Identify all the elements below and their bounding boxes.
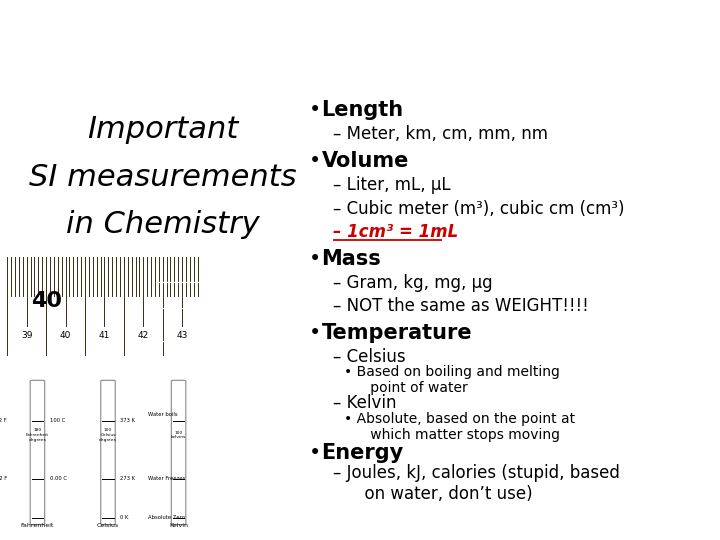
Text: 50: 50 bbox=[240, 336, 252, 347]
Text: – NOT the same as WEIGHT!!!!: – NOT the same as WEIGHT!!!! bbox=[333, 297, 588, 315]
Text: 100 C: 100 C bbox=[50, 418, 65, 423]
Text: Important: Important bbox=[87, 114, 238, 144]
FancyBboxPatch shape bbox=[171, 380, 186, 524]
Text: 32 F: 32 F bbox=[0, 476, 7, 481]
Text: Water boils: Water boils bbox=[148, 413, 178, 417]
Text: 40: 40 bbox=[30, 292, 62, 312]
Text: – Kelvin: – Kelvin bbox=[333, 394, 396, 412]
Text: – Celsius: – Celsius bbox=[333, 348, 405, 366]
Text: 39: 39 bbox=[21, 332, 32, 340]
FancyBboxPatch shape bbox=[101, 380, 115, 524]
Text: Energy: Energy bbox=[322, 443, 404, 463]
Text: 40: 40 bbox=[60, 332, 71, 340]
Text: 100
kelvins: 100 kelvins bbox=[171, 431, 186, 440]
Text: 60: 60 bbox=[240, 277, 252, 287]
Text: Absolute Zero: Absolute Zero bbox=[148, 515, 185, 520]
Text: – Gram, kg, mg, μg: – Gram, kg, mg, μg bbox=[333, 274, 492, 292]
Text: Water Freezes: Water Freezes bbox=[148, 476, 186, 481]
Text: • Based on boiling and melting
      point of water: • Based on boiling and melting point of … bbox=[344, 365, 559, 395]
Text: – Meter, km, cm, mm, nm: – Meter, km, cm, mm, nm bbox=[333, 125, 548, 143]
Text: 373 K: 373 K bbox=[120, 418, 135, 423]
Text: Fahrenheit: Fahrenheit bbox=[21, 523, 54, 528]
Text: 41: 41 bbox=[99, 332, 110, 340]
Text: 212 F: 212 F bbox=[0, 418, 7, 423]
Text: in Chemistry: in Chemistry bbox=[66, 210, 259, 239]
Text: Temperature: Temperature bbox=[322, 322, 472, 342]
Text: – Cubic meter (m³), cubic cm (cm³): – Cubic meter (m³), cubic cm (cm³) bbox=[333, 199, 624, 218]
Text: • Absolute, based on the point at
      which matter stops moving: • Absolute, based on the point at which … bbox=[344, 412, 575, 442]
Text: •: • bbox=[309, 443, 321, 463]
Text: – Liter, mL, μL: – Liter, mL, μL bbox=[333, 176, 450, 194]
Text: 0 K: 0 K bbox=[120, 515, 128, 520]
Text: Volume: Volume bbox=[322, 151, 409, 171]
Text: Length: Length bbox=[322, 100, 404, 120]
Text: – 1cm³ = 1mL: – 1cm³ = 1mL bbox=[333, 223, 458, 241]
Text: – Joules, kJ, calories (stupid, based
      on water, don’t use): – Joules, kJ, calories (stupid, based on… bbox=[333, 464, 620, 503]
Text: 42: 42 bbox=[138, 332, 149, 340]
Text: SI measurements: SI measurements bbox=[29, 163, 297, 192]
Text: 273 K: 273 K bbox=[120, 476, 135, 481]
Text: •: • bbox=[309, 248, 321, 268]
Text: •: • bbox=[309, 151, 321, 171]
Text: •: • bbox=[309, 322, 321, 342]
Text: Mass: Mass bbox=[322, 248, 382, 268]
Text: 180
Fahrenheit
degrees: 180 Fahrenheit degrees bbox=[26, 428, 49, 442]
FancyBboxPatch shape bbox=[30, 380, 45, 524]
Text: 43: 43 bbox=[176, 332, 188, 340]
Text: 0.00 C: 0.00 C bbox=[50, 476, 66, 481]
Text: Kelvin: Kelvin bbox=[169, 523, 188, 528]
Text: Celsius: Celsius bbox=[97, 523, 119, 528]
Text: 100
Celsius
degrees: 100 Celsius degrees bbox=[99, 428, 117, 442]
Text: •: • bbox=[309, 100, 321, 120]
